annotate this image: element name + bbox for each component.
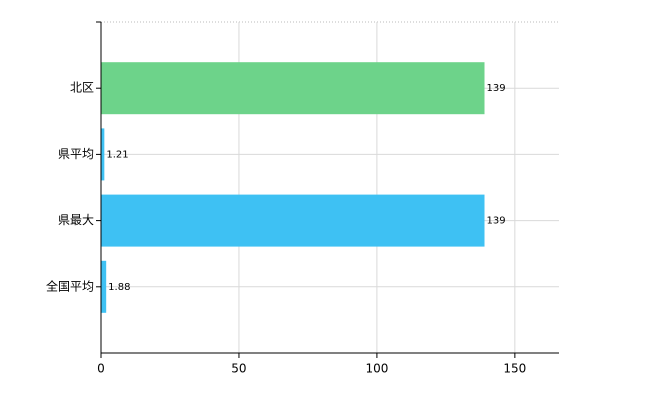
bar: [101, 194, 485, 247]
value-label: 139: [487, 216, 506, 227]
value-label: 139: [487, 83, 506, 94]
bar: [101, 128, 105, 181]
y-tick-label: 県平均: [58, 147, 94, 161]
x-tick-label: 0: [97, 362, 105, 376]
y-tick-label: 県最大: [58, 213, 94, 227]
x-tick-label: 100: [365, 362, 388, 376]
value-label: 1.88: [108, 282, 130, 293]
value-label: 1.21: [106, 149, 128, 160]
x-tick-label: 50: [231, 362, 246, 376]
x-tick-label: 150: [503, 362, 526, 376]
bar: [101, 62, 485, 115]
y-tick-label: 北区: [70, 81, 94, 95]
bar: [101, 260, 107, 313]
y-tick-label: 全国平均: [46, 278, 94, 293]
